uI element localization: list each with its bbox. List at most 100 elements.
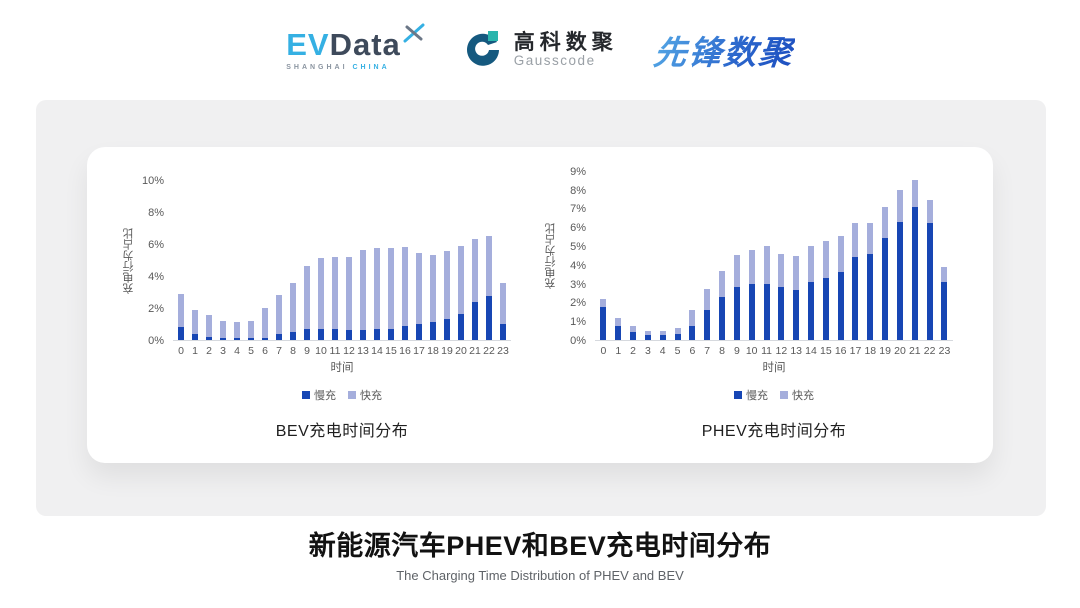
y-tick-label: 2% (148, 303, 164, 315)
bar-segment-slow-charge (674, 334, 681, 340)
x-star-icon (403, 23, 425, 43)
x-tick-label: 7 (704, 345, 711, 357)
gausscode-g-icon (466, 31, 499, 66)
stacked-bar (793, 256, 800, 340)
legend: 慢充 快充 (595, 387, 953, 403)
bar-column (398, 247, 412, 340)
bar-segment-fast-charge (346, 256, 352, 331)
x-tick-label: 23 (497, 345, 509, 357)
x-tick-label: 15 (385, 345, 397, 357)
stacked-bar (882, 206, 889, 340)
x-tick-label: 14 (805, 345, 817, 357)
y-tick-label: 8% (570, 184, 586, 197)
bar-column (314, 257, 328, 340)
stacked-bar (941, 266, 948, 340)
stacked-bar (402, 247, 408, 340)
stacked-bar (911, 180, 918, 340)
legend: 慢充 快充 (173, 387, 511, 403)
y-axis-ticks: 0% 1% 2% 3% 4% 5% 6% 7% 8% 9% (559, 166, 595, 347)
bar-column (715, 271, 730, 340)
y-axis-ticks: 0% 2% 4% 6% 8% 10% (137, 175, 173, 347)
bar-segment-fast-charge (220, 320, 226, 339)
bar-column (202, 315, 216, 340)
stacked-bar (748, 249, 755, 340)
bar-segment-fast-charge (852, 223, 859, 258)
bar-segment-slow-charge (206, 336, 212, 340)
bar-segment-slow-charge (600, 307, 607, 340)
x-tick-label: 11 (329, 345, 341, 357)
bar-segment-fast-charge (808, 246, 814, 282)
stacked-bar (472, 239, 478, 340)
bar-segment-slow-charge (234, 338, 240, 340)
x-tick-label: 17 (849, 345, 862, 357)
bar-column (611, 318, 626, 340)
stacked-bar (822, 241, 829, 340)
bar-segment-fast-charge (458, 246, 464, 315)
gausscode-cn-text: 高科数聚 (513, 31, 618, 55)
bar-segment-slow-charge (822, 277, 829, 340)
stacked-bar (318, 257, 324, 340)
bar-column (937, 266, 952, 340)
bar-segment-fast-charge (837, 235, 844, 273)
bar-segment-fast-charge (911, 180, 918, 208)
bar-column (174, 293, 188, 340)
bar-segment-fast-charge (500, 283, 506, 324)
legend-label: 快充 (360, 390, 382, 402)
bar-segment-slow-charge (926, 223, 933, 340)
stacked-bar (192, 309, 198, 340)
footer-subtitle: The Charging Time Distribution of PHEV a… (396, 568, 684, 584)
x-tick-label: 0 (600, 345, 607, 357)
bar-segment-slow-charge (644, 335, 651, 340)
stacked-bar (220, 320, 226, 340)
x-tick-label: 11 (761, 345, 772, 357)
evdata-subtitle: SHANGHAI CHINA (286, 64, 425, 71)
x-axis-ticks: 0 1 2 3 4 5 6 7 8 9 10 11 12 13 14 15 16 17 18 19 20 21 22 23 (173, 345, 511, 357)
bar-column (188, 309, 202, 340)
bar-column (468, 239, 482, 340)
x-tick-label: 20 (455, 345, 467, 357)
stacked-bar (689, 309, 696, 340)
stacked-bar (444, 251, 450, 340)
stacked-bar (500, 283, 506, 340)
bar-column (804, 246, 819, 340)
bar-segment-fast-charge (416, 252, 422, 324)
x-tick-label: 1 (615, 345, 622, 357)
y-tick-label: 9% (570, 165, 586, 178)
bar-column (244, 320, 258, 340)
bar-segment-fast-charge (748, 249, 755, 284)
y-tick-label: 8% (148, 207, 164, 219)
bar-column (496, 283, 510, 340)
x-tick-label: 2 (206, 345, 212, 357)
bar-column (640, 330, 655, 340)
x-tick-label: 19 (879, 345, 891, 357)
bar-segment-fast-charge (674, 327, 681, 335)
y-axis-label: 充电行为占比 (545, 223, 557, 290)
stacked-bar (388, 248, 394, 340)
y-tick-label: 1% (570, 316, 586, 329)
bar-segment-slow-charge (793, 290, 800, 340)
x-tick-label: 1 (192, 345, 198, 357)
bar-segment-fast-charge (867, 223, 874, 255)
bar-column (258, 308, 272, 340)
bar-segment-slow-charge (867, 254, 874, 340)
stacked-bar (615, 318, 622, 340)
evdata-shanghai-text: SHANGHAI (286, 64, 353, 71)
stacked-bar (178, 293, 184, 340)
bar-column (286, 283, 300, 340)
y-tick-label: 0% (570, 335, 586, 347)
stacked-bar (719, 271, 726, 340)
stacked-bar (778, 253, 785, 340)
bar-segment-fast-charge (248, 320, 254, 339)
bar-segment-fast-charge (276, 295, 282, 335)
stacked-bar (276, 295, 282, 340)
stacked-bar (206, 315, 212, 340)
plot-area (595, 172, 953, 341)
x-tick-label: 0 (178, 345, 184, 357)
legend-item: 慢充 (302, 387, 336, 403)
bar-segment-fast-charge (332, 256, 338, 329)
stacked-bar (808, 246, 814, 340)
bar-segment-slow-charge (763, 283, 770, 340)
bar-column (759, 246, 774, 340)
stacked-bar (896, 189, 903, 340)
bar-segment-fast-charge (600, 298, 607, 308)
